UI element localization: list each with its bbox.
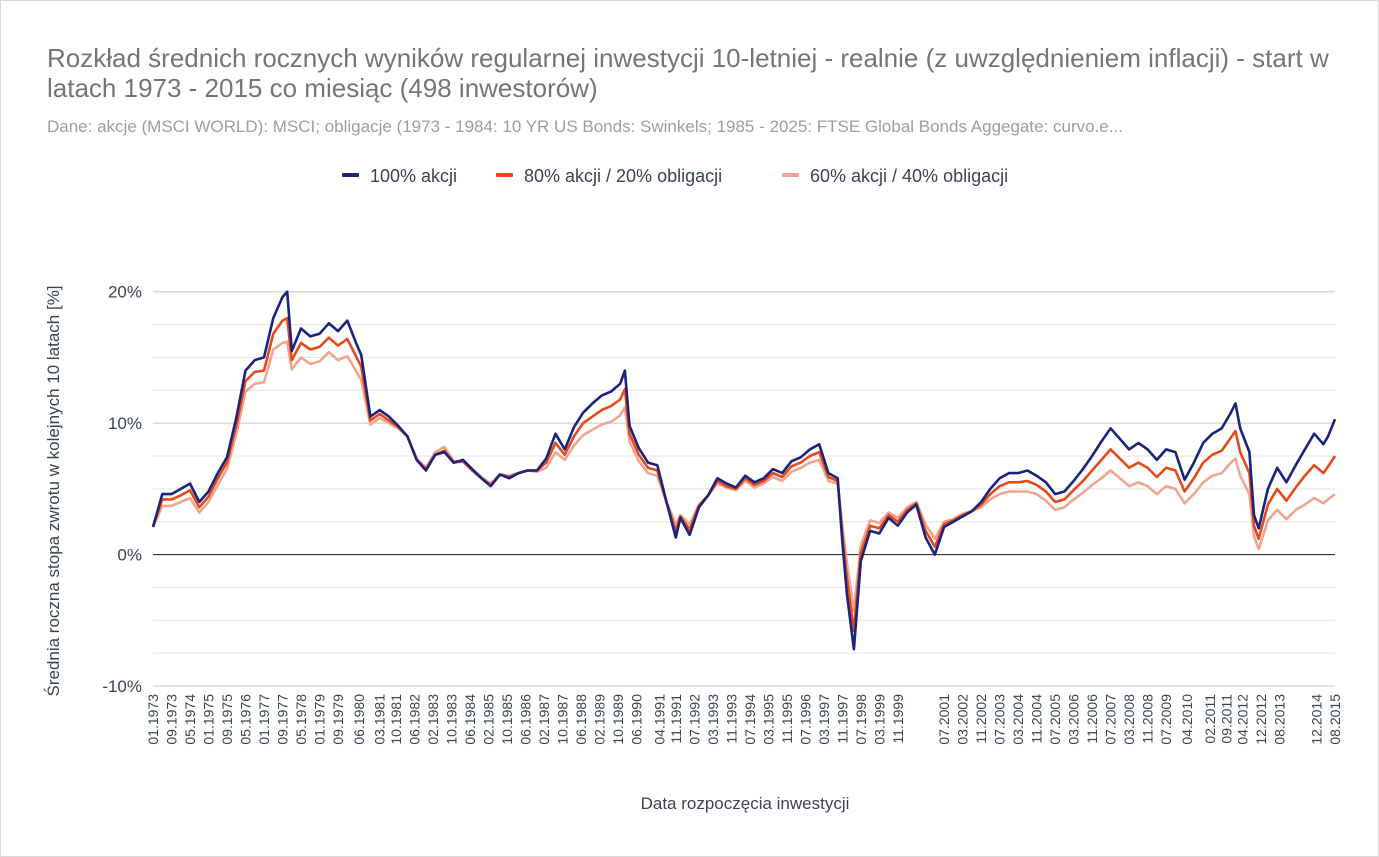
x-tick-label: 07.1996 bbox=[797, 694, 813, 745]
x-tick-label: 12.2014 bbox=[1308, 694, 1324, 745]
x-tick-label: 07.2003 bbox=[992, 694, 1008, 745]
legend-swatch bbox=[342, 173, 359, 177]
x-tick-label: 09.1973 bbox=[164, 694, 180, 745]
x-tick-label: 07.1992 bbox=[686, 694, 702, 745]
x-tick-label: 06.1986 bbox=[517, 694, 533, 745]
x-axis: 01.1973 09.1973 05.1974 01.1975 09.1975 05.19… bbox=[145, 694, 1343, 745]
x-tick-label: 03.1997 bbox=[816, 694, 832, 745]
x-tick-label: 04.2010 bbox=[1179, 694, 1195, 745]
x-tick-label: 10.1989 bbox=[610, 694, 626, 745]
series-line bbox=[151, 340, 1336, 613]
y-tick-label: 20% bbox=[108, 283, 142, 302]
x-tick-label: 06.1982 bbox=[406, 694, 422, 745]
x-tick-label: 11.2008 bbox=[1140, 694, 1156, 744]
y-axis: -10% 0% 10% 20% bbox=[102, 283, 142, 696]
gridlines bbox=[153, 291, 1335, 687]
x-tick-label: 09.1977 bbox=[275, 694, 291, 745]
x-tick-label: 03.2008 bbox=[1121, 694, 1137, 745]
series-lines bbox=[151, 290, 1337, 651]
legend-label: 60% akcji / 40% obligacji bbox=[810, 166, 1008, 186]
x-tick-label: 05.1976 bbox=[238, 694, 254, 745]
series-line bbox=[151, 316, 1337, 633]
legend-swatch bbox=[496, 173, 513, 177]
x-tick-label: 06.1990 bbox=[628, 694, 644, 745]
x-tick-label: 11.1995 bbox=[779, 694, 795, 744]
x-tick-label: 07.2001 bbox=[936, 694, 952, 745]
x-tick-label: 11.1997 bbox=[834, 694, 850, 744]
legend-label: 80% akcji / 20% obligacji bbox=[524, 166, 722, 186]
x-tick-label: 11.1999 bbox=[890, 694, 906, 744]
y-tick-label: 0% bbox=[117, 546, 142, 565]
x-tick-label: 11.1993 bbox=[723, 694, 739, 744]
x-tick-label: 11.1991 bbox=[668, 694, 684, 744]
x-tick-label: 03.1981 bbox=[372, 694, 388, 745]
x-tick-label: 07.2009 bbox=[1158, 694, 1174, 745]
x-tick-label: 11.2006 bbox=[1084, 694, 1100, 744]
x-tick-label: 01.1977 bbox=[256, 694, 272, 745]
x-tick-label: 10.1985 bbox=[499, 694, 515, 745]
x-tick-label: 03.2006 bbox=[1066, 694, 1082, 745]
x-tick-label: 01.1979 bbox=[312, 694, 328, 745]
x-tick-label: 09.1975 bbox=[219, 694, 235, 745]
x-tick-label: 07.1998 bbox=[853, 694, 869, 745]
x-tick-label: 11.2004 bbox=[1029, 694, 1045, 744]
y-tick-label: -10% bbox=[102, 677, 142, 696]
x-axis-label: Data rozpoczęcia inwestycji bbox=[641, 794, 850, 813]
y-axis-label: Średnia roczna stopa zwrotu w kolejnych … bbox=[44, 285, 63, 696]
x-tick-label: 08.2013 bbox=[1271, 694, 1287, 745]
chart-title: Rozkład średnich rocznych wyników regula… bbox=[47, 43, 1329, 103]
x-tick-label: 10.1987 bbox=[554, 694, 570, 745]
x-tick-label: 09.1979 bbox=[330, 694, 346, 745]
legend-swatch bbox=[782, 173, 799, 177]
x-tick-label: 01.1973 bbox=[145, 694, 161, 745]
x-tick-label: 03.1995 bbox=[760, 694, 776, 745]
x-tick-label: 03.2002 bbox=[955, 694, 971, 745]
x-tick-label: 11.2002 bbox=[973, 694, 989, 744]
x-tick-label: 07.1994 bbox=[742, 694, 758, 745]
x-tick-label: 05.1974 bbox=[182, 694, 198, 745]
x-tick-label: 09.2011 bbox=[1218, 694, 1234, 744]
x-tick-label: 02.1987 bbox=[536, 694, 552, 745]
x-tick-label: 06.1988 bbox=[573, 694, 589, 745]
x-tick-label: 12.2012 bbox=[1253, 694, 1269, 745]
x-tick-label: 10.1983 bbox=[443, 694, 459, 745]
x-tick-label: 03.2004 bbox=[1010, 694, 1026, 745]
chart-subtitle: Dane: akcje (MSCI WORLD): MSCI; obligacj… bbox=[47, 117, 1123, 136]
x-tick-label: 10.1981 bbox=[388, 694, 404, 745]
x-tick-label: 01.1975 bbox=[201, 694, 217, 745]
x-tick-label: 02.2011 bbox=[1202, 694, 1218, 744]
x-tick-label: 03.1993 bbox=[705, 694, 721, 745]
x-tick-label: 05.1978 bbox=[293, 694, 309, 745]
x-tick-label: 07.2007 bbox=[1103, 694, 1119, 745]
legend-label: 100% akcji bbox=[370, 166, 457, 186]
x-tick-label: 06.1984 bbox=[462, 694, 478, 745]
x-tick-label: 02.1989 bbox=[591, 694, 607, 745]
x-tick-label: 08.2015 bbox=[1327, 694, 1343, 745]
x-tick-label: 07.2005 bbox=[1047, 694, 1063, 745]
x-tick-label: 04.1991 bbox=[652, 694, 668, 745]
x-tick-label: 06.1980 bbox=[351, 694, 367, 745]
series-line bbox=[151, 290, 1337, 651]
x-tick-label: 02.1983 bbox=[425, 694, 441, 745]
y-tick-label: 10% bbox=[108, 414, 142, 433]
x-tick-label: 03.1999 bbox=[871, 694, 887, 745]
legend: 100% akcji 80% akcji / 20% obligacji 60% a… bbox=[342, 166, 1008, 186]
x-tick-label: 02.1985 bbox=[480, 694, 496, 745]
x-tick-label: 04.2012 bbox=[1234, 694, 1250, 745]
